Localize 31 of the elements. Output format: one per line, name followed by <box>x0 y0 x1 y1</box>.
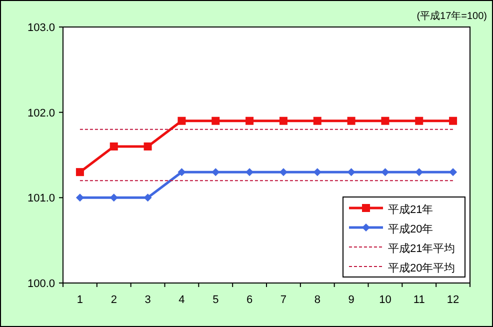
point <box>76 168 84 176</box>
point <box>449 116 458 125</box>
point <box>347 116 356 125</box>
point <box>415 168 424 176</box>
point <box>212 168 220 176</box>
point <box>381 168 390 176</box>
point <box>144 142 152 150</box>
legend-label: 平成21年 <box>388 203 434 216</box>
point <box>347 168 356 176</box>
point <box>110 142 118 150</box>
y-tick-label: 103.0 <box>27 22 55 34</box>
point <box>313 168 322 176</box>
text: (平成17年=100) <box>416 10 487 22</box>
legend-label: 平成20年 <box>388 222 434 236</box>
point <box>449 168 458 176</box>
point <box>246 116 254 125</box>
point <box>415 116 424 125</box>
point <box>279 116 288 125</box>
point <box>212 116 220 125</box>
point <box>110 194 118 202</box>
point <box>313 116 322 125</box>
legend-label: 平成21年平均 <box>388 242 456 255</box>
y-tick-label: 102.0 <box>27 107 55 120</box>
y-tick-label: 100.0 <box>27 278 55 290</box>
point <box>144 194 152 202</box>
point <box>381 116 390 125</box>
point <box>178 168 186 176</box>
point <box>178 116 186 125</box>
y-tick-label: 101.0 <box>27 192 55 205</box>
point <box>76 194 84 202</box>
legend-label: 平成20年平均 <box>388 262 456 274</box>
